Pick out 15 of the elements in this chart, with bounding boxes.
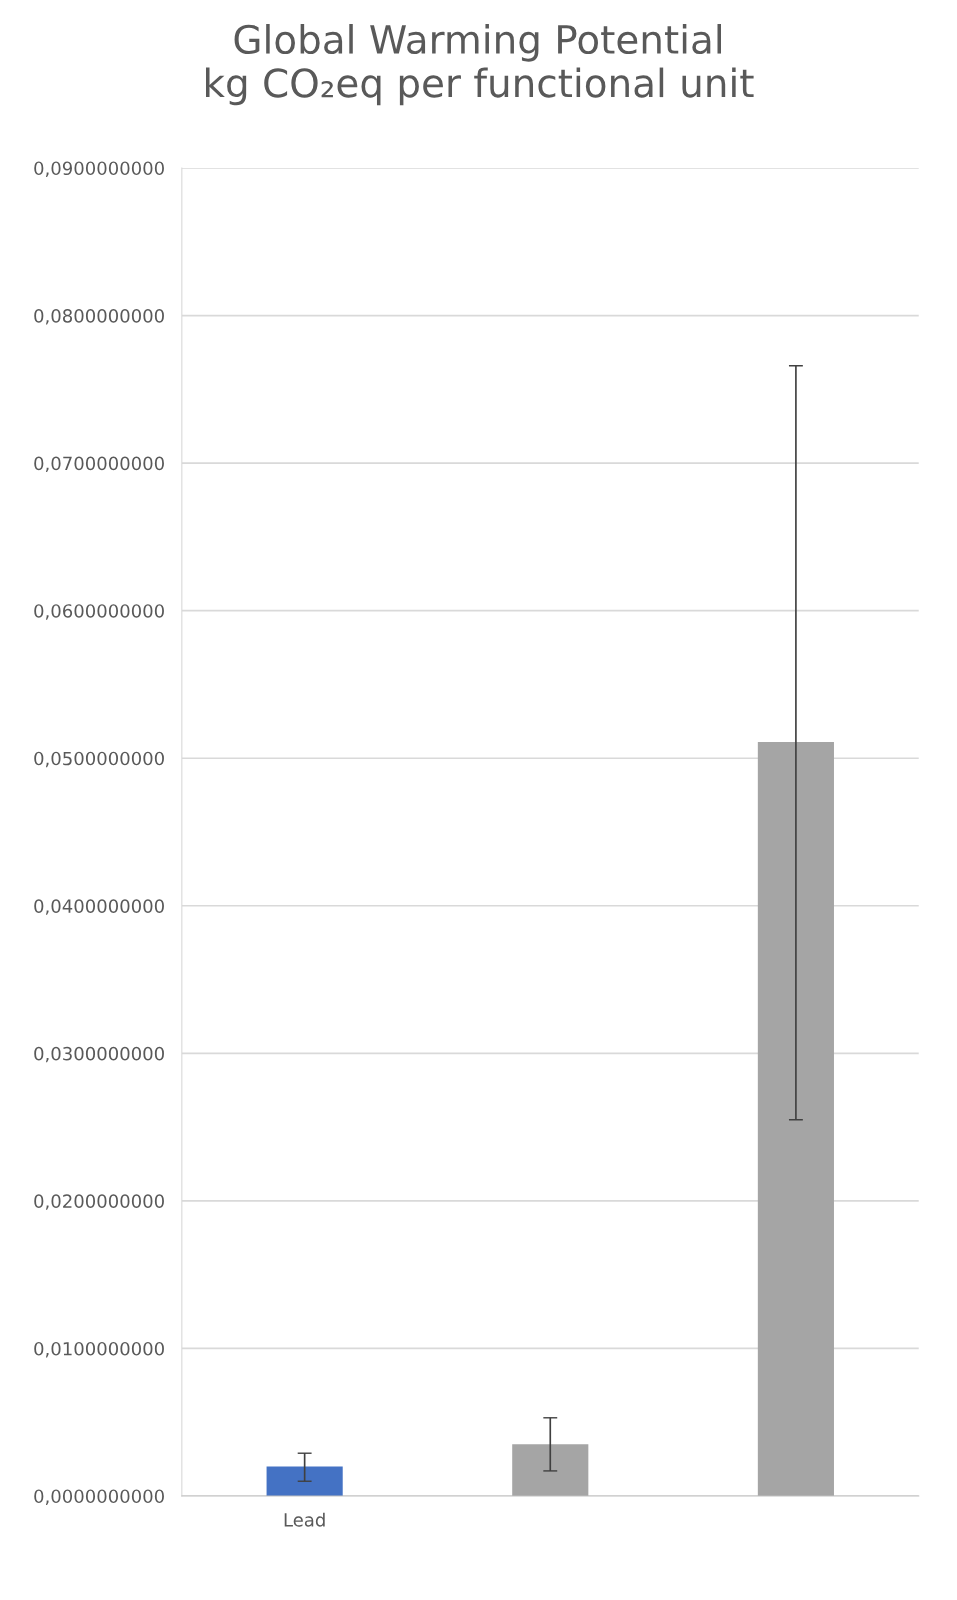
bar (512, 1444, 589, 1496)
bar (757, 741, 834, 1496)
y-tick-label: 0,0600000000 (34, 604, 164, 620)
y-tick-label: 0,0500000000 (34, 751, 164, 768)
y-tick-label: 0,0400000000 (34, 899, 164, 915)
y-tick-label: 0,0900000000 (34, 161, 164, 177)
y-tick-label: 0,0700000000 (34, 456, 164, 473)
y-tick-label: 0,0000000000 (34, 1489, 164, 1505)
y-tick-label: 0,0100000000 (34, 1341, 164, 1358)
chart-title: Global Warming Potential kg CO₂eq per functional unit (206, 24, 754, 106)
bar (266, 1466, 343, 1496)
x-tick-label: Lead (284, 1512, 325, 1527)
y-tick-label: 0,0200000000 (34, 1194, 164, 1210)
y-tick-label: 0,0300000000 (34, 1046, 164, 1063)
y-tick-label: 0,0800000000 (34, 309, 164, 325)
